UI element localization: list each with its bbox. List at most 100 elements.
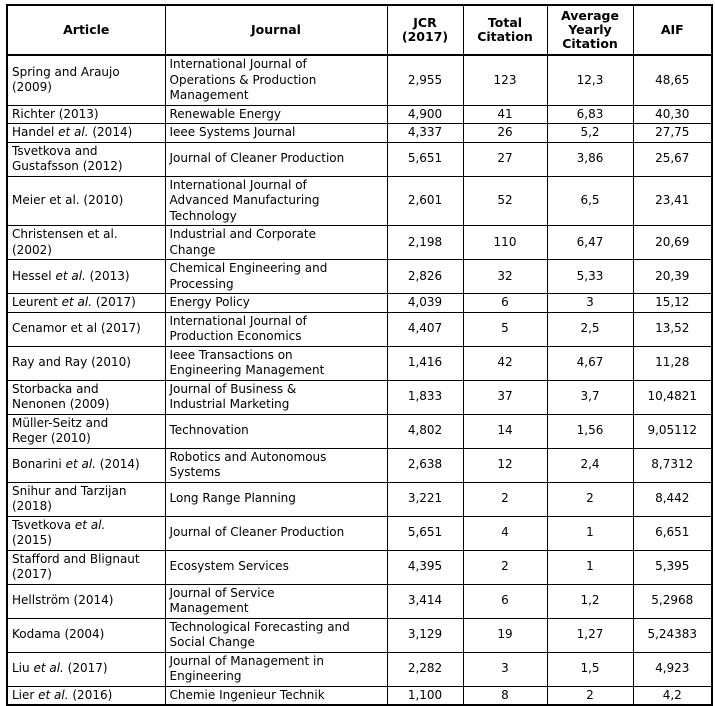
article-pre-text: Ray and Ray (2010) <box>12 355 131 370</box>
article-cell: Hellström (2014) <box>6 583 166 619</box>
table-row: Christensen et al. (2002) Industrial and … <box>6 225 713 260</box>
article-pre-text: Leurent <box>12 295 62 309</box>
article-pre-text: Hellström (2014) <box>12 593 114 608</box>
journal-cell: Journal of Service Management <box>164 583 388 619</box>
journal-cell: Long Range Planning <box>164 481 388 517</box>
jcr-cell: 3,129 <box>386 617 464 653</box>
jcr-cell: 2,955 <box>386 54 464 106</box>
article-cell: Bonarini et al. (2014) <box>6 447 166 483</box>
jcr-cell: 3,221 <box>386 481 464 517</box>
article-cell: Tsvetkova and Gustafsson (2012) <box>6 141 166 177</box>
article-pre-text: Handel <box>12 125 59 139</box>
aif-cell: 15,12 <box>632 293 713 313</box>
aif-cell: 23,41 <box>632 175 713 226</box>
journal-cell: Journal of Management in Engineering <box>164 651 388 687</box>
journal-cell: Technological Forecasting and Social Cha… <box>164 617 388 653</box>
journal-cell: Ieee Transactions on Engineering Managem… <box>164 345 388 381</box>
article-etal-italic: et al. <box>58 125 89 139</box>
article-post-text: (2014) <box>88 125 133 139</box>
header-cell-article: Article <box>6 4 166 56</box>
aif-cell: 13,52 <box>632 311 713 347</box>
table-row: Spring and Araujo (2009) International Jo… <box>6 54 713 106</box>
table-row: Stafford and Blignaut (2017) Ecosystem Se… <box>6 549 713 585</box>
aif-cell: 5,24383 <box>632 617 713 653</box>
article-cell: Tsvetkova et al. (2015) <box>6 515 166 551</box>
avg-cell: 6,47 <box>546 225 634 260</box>
article-etal-italic: et al. <box>55 268 86 283</box>
header-cell-avg: Average Yearly Citation <box>546 4 634 56</box>
journal-cell: Journal of Business & Industrial Marketi… <box>164 379 388 415</box>
total-cell: 123 <box>462 54 548 106</box>
article-pre-text: Meier et al. (2010) <box>12 193 124 207</box>
total-cell: 6 <box>462 583 548 619</box>
article-etal-italic: et al. <box>61 295 93 309</box>
total-cell: 14 <box>462 413 548 449</box>
header-cell-journal: Journal <box>164 4 388 56</box>
article-cell: Handel et al. (2014) <box>6 123 166 143</box>
aif-cell: 5,395 <box>632 549 713 585</box>
total-cell: 41 <box>462 104 548 124</box>
aif-cell: 11,28 <box>632 345 713 381</box>
article-etal-italic: et al. <box>33 661 64 676</box>
aif-cell: 4,2 <box>632 685 713 706</box>
avg-cell: 1,2 <box>546 583 634 619</box>
article-pre-text: Hessel <box>12 268 56 283</box>
total-cell: 6 <box>462 293 548 313</box>
table-row: Bonarini et al. (2014) Robotics and Auton… <box>6 447 713 483</box>
total-cell: 2 <box>462 481 548 517</box>
avg-cell: 6,5 <box>546 175 634 226</box>
table-row: Ray and Ray (2010) Ieee Transactions on E… <box>6 345 713 381</box>
table-row: Leurent et al. (2017) Energy Policy 4,039 6… <box>6 293 713 313</box>
aif-cell: 48,65 <box>632 54 713 106</box>
total-cell: 4 <box>462 515 548 551</box>
table-row: Hessel et al. (2013) Chemical Engineering… <box>6 259 713 294</box>
avg-cell: 4,67 <box>546 345 634 381</box>
table-row: Snihur and Tarzijan (2018) Long Range Pla… <box>6 481 713 517</box>
table-row: Hellström (2014) Journal of Service Manag… <box>6 583 713 619</box>
total-cell: 42 <box>462 345 548 381</box>
avg-cell: 1,27 <box>546 617 634 653</box>
article-cell: Storbacka and Nenonen (2009) <box>6 379 166 415</box>
jcr-cell: 3,414 <box>386 583 464 619</box>
aif-cell: 6,651 <box>632 515 713 551</box>
jcr-cell: 4,407 <box>386 311 464 347</box>
citation-table: Article Journal JCR (2017) Total Citation Av… <box>6 4 713 706</box>
aif-cell: 4,923 <box>632 651 713 687</box>
article-pre-text: Liu <box>12 661 34 676</box>
jcr-cell: 4,395 <box>386 549 464 585</box>
journal-cell: Journal of Cleaner Production <box>164 515 388 551</box>
article-cell: Meier et al. (2010) <box>6 175 166 226</box>
total-cell: 110 <box>462 225 548 260</box>
article-post-text: (2013) <box>85 268 130 283</box>
aif-cell: 27,75 <box>632 123 713 143</box>
jcr-cell: 1,100 <box>386 685 464 706</box>
article-post-text: (2014) <box>95 457 140 472</box>
article-cell: Snihur and Tarzijan (2018) <box>6 481 166 517</box>
journal-cell: Journal of Cleaner Production <box>164 141 388 177</box>
table-row: Cenamor et al (2017) International Journa… <box>6 311 713 347</box>
avg-cell: 2 <box>546 481 634 517</box>
article-cell: Liu et al. (2017) <box>6 651 166 687</box>
journal-cell: Chemie Ingenieur Technik <box>164 685 388 706</box>
aif-cell: 8,7312 <box>632 447 713 483</box>
journal-cell: Chemical Engineering and Processing <box>164 259 388 294</box>
article-pre-text: Tsvetkova <box>12 517 75 532</box>
header-cell-jcr: JCR (2017) <box>386 4 464 56</box>
jcr-cell: 2,601 <box>386 175 464 226</box>
table-row: Richter (2013) Renewable Energy 4,900 41 6,8… <box>6 104 713 124</box>
total-cell: 8 <box>462 685 548 706</box>
article-etal-italic: et al. <box>38 687 69 702</box>
avg-cell: 2,4 <box>546 447 634 483</box>
avg-cell: 5,33 <box>546 259 634 294</box>
total-cell: 5 <box>462 311 548 347</box>
article-pre-text: Kodama (2004) <box>12 627 105 642</box>
avg-cell: 1 <box>546 515 634 551</box>
table-row: Tsvetkova and Gustafsson (2012) Journal o… <box>6 141 713 177</box>
article-pre-text: Tsvetkova and Gustafsson (2012) <box>12 143 123 174</box>
article-etal-italic: et al. <box>74 517 106 532</box>
journal-cell: Robotics and Autonomous Systems <box>164 447 388 483</box>
jcr-cell: 4,337 <box>386 123 464 143</box>
table-body: Spring and Araujo (2009) International Jo… <box>6 54 713 706</box>
jcr-cell: 4,900 <box>386 104 464 124</box>
total-cell: 52 <box>462 175 548 226</box>
